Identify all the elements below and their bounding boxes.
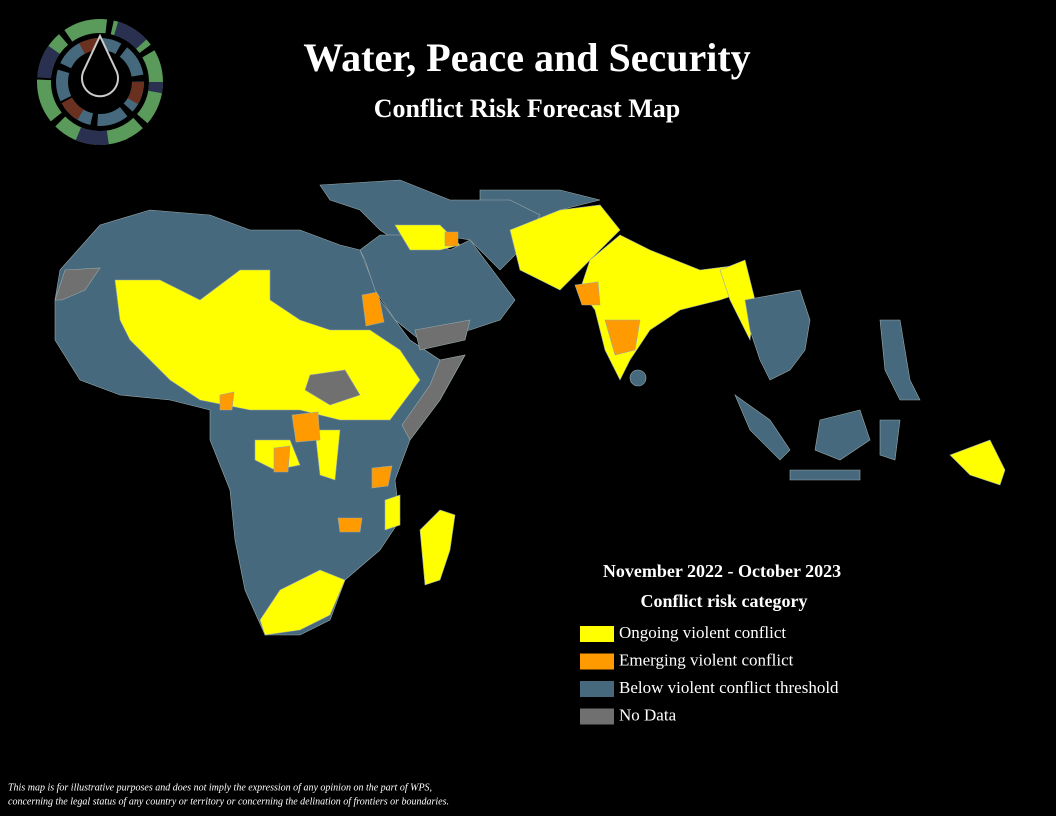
drc-east xyxy=(314,429,341,481)
western-sahara xyxy=(54,267,101,301)
legend-label: Below violent conflict threshold xyxy=(619,678,839,697)
mozambique xyxy=(384,494,401,531)
southeast-asia xyxy=(744,289,811,381)
south-sudan xyxy=(304,369,361,406)
west-africa-spot xyxy=(219,391,235,411)
sudan-east xyxy=(361,291,385,327)
title: Water, Peace and Security xyxy=(303,35,750,80)
philippines xyxy=(879,319,921,401)
new-guinea xyxy=(949,439,1006,486)
legend-label: No Data xyxy=(619,705,677,724)
angola-region xyxy=(337,517,363,533)
borneo xyxy=(814,409,871,461)
legend-period: November 2022 - October 2023 xyxy=(603,561,841,581)
madagascar xyxy=(419,509,456,586)
myanmar xyxy=(719,259,756,342)
tanzania-region xyxy=(371,465,393,489)
map xyxy=(54,179,1006,636)
logo xyxy=(37,19,163,145)
legend-swatch xyxy=(580,681,614,697)
java xyxy=(789,469,861,481)
south-africa xyxy=(259,569,346,636)
disclaimer-line: This map is for illustrative purposes an… xyxy=(8,782,432,793)
legend-swatch xyxy=(580,653,614,670)
legend-label: Ongoing violent conflict xyxy=(619,623,786,642)
sri-lanka xyxy=(629,369,647,387)
legend-swatch xyxy=(580,626,614,642)
sumatra xyxy=(734,394,791,461)
iraq-spot xyxy=(444,231,459,247)
legend: November 2022 - October 2023 Conflict ri… xyxy=(580,561,841,725)
india-west xyxy=(574,281,601,306)
yemen xyxy=(414,319,471,351)
subtitle: Conflict Risk Forecast Map xyxy=(374,94,680,123)
legend-label: Emerging violent conflict xyxy=(619,650,794,669)
legend-swatch xyxy=(580,708,614,725)
sulawesi xyxy=(879,419,901,461)
somalia xyxy=(401,354,466,441)
drc-center xyxy=(291,411,321,443)
india-central xyxy=(604,319,641,356)
legend-title: Conflict risk category xyxy=(641,591,808,611)
syria-iraq xyxy=(394,224,461,251)
disclaimer-line: concerning the legal status of any count… xyxy=(8,796,449,807)
cameroon-region xyxy=(273,445,291,473)
